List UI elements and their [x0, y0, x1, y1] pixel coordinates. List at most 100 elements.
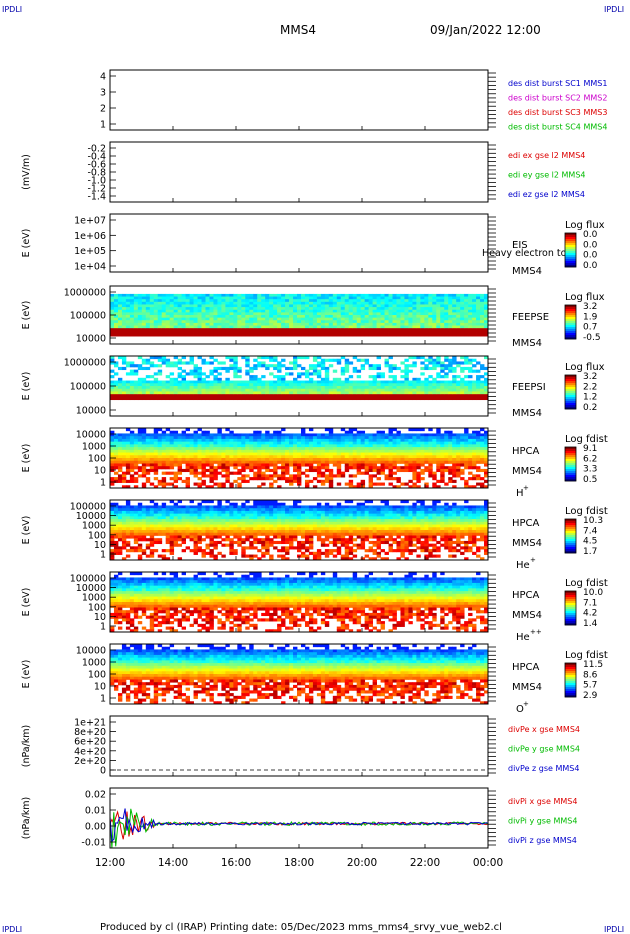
spectrogram-cell — [400, 396, 405, 401]
spectrogram-cell — [157, 315, 163, 319]
spectrogram-cell — [201, 317, 206, 321]
spectrogram-cell — [161, 463, 167, 467]
spectrogram-cell — [364, 299, 370, 303]
spectrogram-cell — [432, 438, 437, 443]
spectrogram-cell — [169, 505, 175, 509]
spectrogram-cell — [125, 516, 131, 520]
spectrogram-cell — [281, 307, 286, 311]
spectrogram-cell — [293, 358, 298, 362]
spectrogram-cell — [181, 388, 186, 392]
spectrogram-cell — [432, 364, 437, 368]
spectrogram-cell — [233, 364, 238, 368]
spectrogram-cell — [368, 364, 374, 368]
spectrogram-cell — [380, 296, 385, 300]
spectrogram-cell — [125, 530, 131, 534]
spectrogram-cell — [110, 330, 115, 334]
spectrogram-cell — [201, 391, 206, 395]
spectrogram-cell — [452, 383, 457, 387]
spectrogram-cell — [340, 449, 346, 453]
spectrogram-cell — [205, 449, 210, 453]
spectrogram-cell — [388, 428, 393, 432]
spectrogram-cell — [316, 388, 322, 392]
spectrogram-cell — [153, 436, 159, 440]
spectrogram-cell — [257, 322, 262, 326]
spectrogram-cell — [145, 505, 151, 509]
spectrogram-cell — [141, 436, 147, 440]
spectrogram-cell — [452, 447, 457, 451]
colorbar-step — [565, 465, 576, 468]
spectrogram-cell — [460, 330, 465, 334]
spectrogram-cell — [233, 330, 238, 334]
spectrogram-cell — [440, 330, 445, 334]
colorbar-step — [565, 395, 576, 398]
spectrogram-cell — [308, 441, 314, 445]
spectrogram-cell — [293, 312, 298, 316]
spectrogram-cell — [241, 296, 246, 300]
spectrogram-cell — [412, 380, 417, 384]
spectrogram-cell — [480, 383, 485, 387]
spectrogram-cell — [448, 430, 453, 434]
spectrogram-cell — [165, 330, 171, 334]
spectrogram-cell — [376, 430, 381, 434]
spectrogram-cell — [161, 460, 167, 464]
spectrogram-cell — [436, 358, 441, 362]
spectrogram-cell — [110, 540, 115, 545]
spectrogram-cell — [117, 466, 123, 470]
spectrogram-cell — [348, 388, 354, 392]
spectrogram-cell — [181, 296, 186, 300]
spectrogram-cell — [336, 361, 342, 365]
spectrogram-cell — [137, 557, 143, 561]
spectrogram-cell — [452, 356, 457, 360]
spectrogram-cell — [269, 396, 274, 401]
spectrogram-cell — [277, 366, 282, 371]
spectrogram-cell — [348, 479, 354, 483]
spectrogram-cell — [380, 383, 385, 387]
spectrogram-cell — [316, 433, 322, 437]
spectrogram-cell — [297, 474, 302, 478]
spectrogram-cell — [408, 356, 413, 360]
spectrogram-cell — [388, 325, 393, 329]
spectrogram-cell — [189, 519, 194, 523]
spectrogram-cell — [113, 463, 119, 467]
spectrogram-cell — [241, 510, 246, 515]
spectrogram-cell — [476, 296, 481, 300]
spectrogram-cell — [253, 377, 258, 381]
spectrogram-cell — [456, 449, 461, 453]
spectrogram-cell — [312, 372, 318, 376]
spectrogram-cell — [285, 396, 290, 401]
spectrogram-cell — [253, 460, 258, 464]
spectrogram-cell — [181, 549, 186, 553]
spectrogram-cell — [484, 299, 489, 303]
spectrogram-cell — [205, 452, 210, 456]
spectrogram-cell — [265, 396, 270, 401]
spectrogram-cell — [253, 433, 258, 437]
spectrogram-cell — [460, 436, 465, 440]
spectrogram-cell — [265, 394, 270, 398]
spectrogram-cell — [316, 466, 322, 470]
spectrogram-cell — [205, 391, 210, 395]
spectrogram-cell — [356, 466, 362, 470]
spectrogram-cell — [440, 460, 445, 464]
spectrogram-cell — [312, 299, 318, 303]
spectrogram-cell — [177, 535, 183, 539]
spectrogram-cell — [245, 449, 250, 453]
spectrogram-cell — [193, 524, 198, 528]
colorbar-step — [565, 233, 576, 236]
spectrogram-cell — [113, 396, 119, 401]
spectrogram-cell — [448, 328, 453, 332]
spectrogram-cell — [257, 441, 262, 445]
spectrogram-cell — [340, 299, 346, 303]
spectrogram-cell — [273, 366, 278, 371]
spectrogram-cell — [297, 301, 302, 305]
spectrogram-cell — [273, 312, 278, 316]
spectrogram-cell — [480, 309, 485, 313]
spectrogram-cell — [308, 304, 314, 308]
spectrogram-cell — [428, 449, 433, 453]
spectrogram-cell — [372, 293, 377, 297]
spectrogram-cell — [201, 549, 206, 553]
spectrogram-cell — [412, 364, 417, 368]
spectrogram-cell — [197, 315, 202, 319]
header-spacecraft: MMS4 — [280, 23, 316, 37]
spectrogram-cell — [312, 396, 318, 401]
